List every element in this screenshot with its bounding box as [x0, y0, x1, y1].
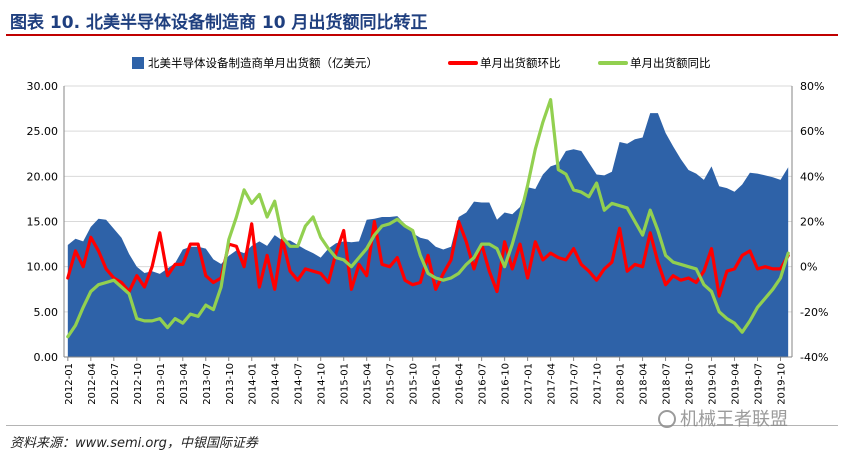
x-tick-label: 2018-04 [639, 363, 650, 405]
y-right-tick-label: 20% [800, 216, 824, 229]
axes: 0.00 5.00 10.00 15.00 20.00 25.00 30.00 -40% -20… [27, 80, 829, 405]
x-tick-label: 2016-10 [501, 363, 512, 405]
footer-divider [6, 425, 838, 426]
x-tick-label: 2018-10 [685, 363, 696, 405]
x-tick-label: 2018-01 [616, 363, 627, 405]
watermark-text: 机械王者联盟 [680, 409, 788, 430]
x-tick-label: 2012-10 [133, 363, 144, 405]
title-bar: 图表 10. 北美半导体设备制造商 10 月出货额同比转正 [6, 4, 838, 36]
x-tick-label: 2019-01 [708, 363, 719, 405]
page-title: 图表 10. 北美半导体设备制造商 10 月出货额同比转正 [10, 13, 428, 33]
shipments-area [67, 113, 789, 357]
y-left-tick-label: 10.00 [27, 261, 59, 274]
x-tick-label: 2014-07 [294, 363, 305, 405]
y-left-tick-label: 0.00 [34, 351, 59, 364]
y-left-tick-label: 15.00 [27, 216, 59, 229]
legend-yoy-label: 单月出货额同比 [630, 56, 711, 70]
x-tick-label: 2017-07 [570, 363, 581, 405]
yoy-line [66, 97, 790, 339]
mom-line [66, 219, 790, 298]
x-tick-label: 2015-01 [340, 363, 351, 405]
x-tick-label: 2017-10 [593, 363, 604, 405]
x-tick-label: 2015-10 [409, 363, 420, 405]
x-tick-label: 2016-07 [478, 363, 489, 405]
y-right-tick-label: 40% [800, 170, 824, 183]
x-tick-label: 2019-07 [754, 363, 765, 405]
source-note: 资料来源：www.semi.org，中银国际证券 [10, 436, 258, 451]
x-tick-label: 2018-07 [662, 363, 673, 405]
x-tick-label: 2019-10 [777, 363, 788, 405]
x-tick-label: 2014-10 [317, 363, 328, 405]
y-left-tick-label: 5.00 [34, 306, 59, 319]
x-tick-label: 2015-07 [386, 363, 397, 405]
x-tick-label: 2017-01 [524, 363, 535, 405]
x-tick-label: 2016-01 [432, 363, 443, 405]
legend-mom-label: 单月出货额环比 [480, 56, 561, 70]
x-tick-label: 2012-07 [110, 363, 121, 405]
x-tick-label: 2015-04 [363, 363, 374, 405]
x-tick-label: 2013-04 [179, 363, 190, 405]
y-left-tick-label: 25.00 [27, 125, 59, 138]
x-tick-label: 2013-07 [202, 363, 213, 405]
y-right-tick-label: 0% [800, 261, 817, 274]
y-right-tick-label: -40% [800, 351, 828, 364]
y-left-tick-label: 20.00 [27, 170, 59, 183]
legend-shipments-label: 北美半导体设备制造商单月出货额（亿美元） [148, 56, 378, 70]
y-left-tick-label: 30.00 [27, 80, 59, 93]
y-right-tick-label: -20% [800, 306, 828, 319]
x-tick-label: 2012-01 [64, 363, 75, 405]
x-tick-label: 2012-04 [87, 363, 98, 405]
shipments-area-fill [67, 113, 789, 357]
watermark: 机械王者联盟 [658, 405, 788, 431]
x-tick-label: 2014-01 [248, 363, 259, 405]
x-tick-label: 2013-10 [225, 363, 236, 405]
legend: 北美半导体设备制造商单月出货额（亿美元） 单月出货额环比 单月出货额同比 [132, 56, 711, 70]
x-tick-label: 2013-01 [156, 363, 167, 405]
x-tick-label: 2014-04 [271, 363, 282, 405]
y-right-tick-label: 60% [800, 125, 824, 138]
x-tick-label: 2019-04 [731, 363, 742, 405]
growth-lines [66, 97, 790, 339]
x-tick-label: 2017-04 [547, 363, 558, 405]
y-right-tick-label: 80% [800, 80, 824, 93]
wechat-icon [658, 410, 676, 428]
shipments-chart: 0.00 5.00 10.00 15.00 20.00 25.00 30.00 -40% -20… [27, 56, 829, 405]
legend-shipments-swatch [132, 57, 144, 69]
x-tick-label: 2016-04 [455, 363, 466, 405]
